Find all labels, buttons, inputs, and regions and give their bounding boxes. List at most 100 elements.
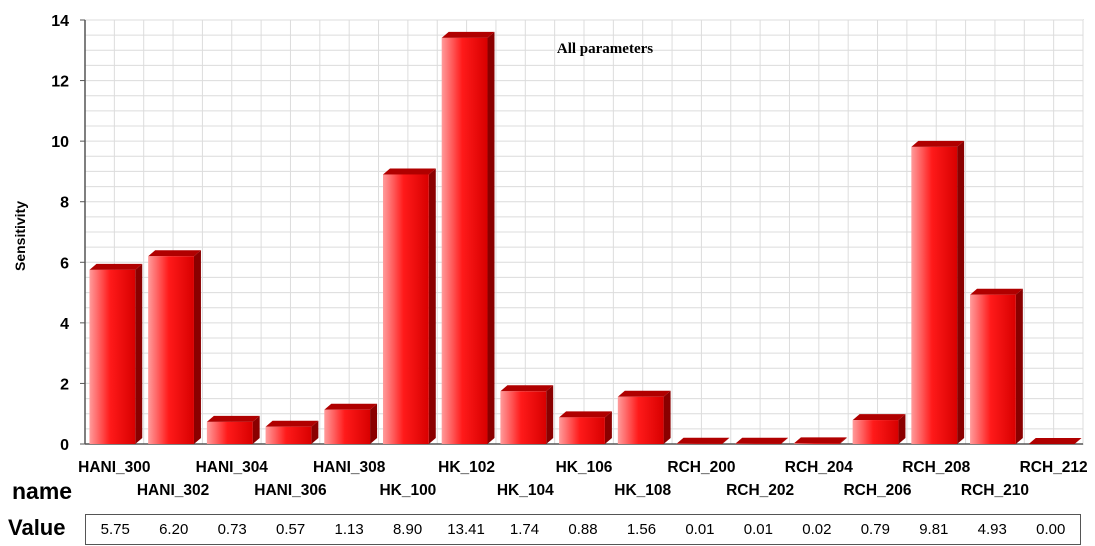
bar <box>1028 438 1082 444</box>
bar-side-face <box>781 437 789 444</box>
bar-front-face <box>265 426 312 444</box>
name-row-label: name <box>12 478 73 504</box>
value-cell: 1.74 <box>509 521 540 538</box>
bar-top-face <box>676 437 730 444</box>
chart-title: All parameters <box>557 41 653 57</box>
value-cell: 5.75 <box>100 521 130 538</box>
bar-top-face <box>970 288 1023 295</box>
bar-front-face <box>206 421 253 444</box>
x-tick-label: HK_102 <box>438 459 495 476</box>
bar-front-face <box>911 146 958 444</box>
y-axis-title: Sensitivity <box>12 201 28 271</box>
bar-side-face <box>193 250 201 444</box>
value-row-label: Value <box>8 515 66 540</box>
y-tick-label: 6 <box>60 255 69 272</box>
x-tick-label: HK_104 <box>497 482 554 499</box>
x-tick-label: RCH_208 <box>902 459 970 476</box>
bar <box>735 437 789 444</box>
bar-side-face <box>604 411 612 444</box>
x-tick-label: RCH_202 <box>726 482 794 499</box>
bar-side-face <box>1015 288 1023 444</box>
y-tick-label: 0 <box>60 437 69 454</box>
x-tick-label: HANI_302 <box>137 482 209 499</box>
value-cell: 1.56 <box>626 521 657 538</box>
bar <box>324 403 378 444</box>
bar-side-face <box>135 263 143 444</box>
bar <box>441 31 495 445</box>
value-cell: 13.41 <box>447 521 485 538</box>
bar-top-face <box>735 437 789 444</box>
x-tick-label: RCH_212 <box>1020 459 1088 476</box>
bar-top-face <box>441 31 495 38</box>
y-tick-label: 2 <box>60 376 69 393</box>
x-tick-label: RCH_200 <box>667 459 735 476</box>
value-cell: 0.01 <box>685 521 715 538</box>
value-cell: 0.73 <box>217 521 247 538</box>
bar <box>793 437 847 444</box>
bar-top-face <box>148 250 201 257</box>
bar-side-face <box>839 437 847 444</box>
value-cell: 0.57 <box>276 521 306 538</box>
bar <box>911 140 965 444</box>
value-cell: 0.00 <box>1036 521 1066 538</box>
bar-side-face <box>546 385 554 444</box>
value-cell: 1.13 <box>334 521 364 538</box>
bar-top-face <box>324 403 378 410</box>
bar-side-face <box>311 420 319 444</box>
bar-top-face <box>89 263 143 270</box>
bar-side-face <box>428 168 436 444</box>
bar-front-face <box>500 391 547 444</box>
bar <box>206 415 260 444</box>
y-tick-label: 14 <box>51 13 69 30</box>
value-cell: 9.81 <box>919 521 949 538</box>
value-cell: 0.01 <box>743 521 773 538</box>
bar-top-face <box>265 420 319 427</box>
bar-top-face <box>559 411 612 418</box>
x-tick-label: HK_106 <box>556 459 613 476</box>
value-table: 5.75 6.20 0.73 0.57 1.13 8.90 13.41 1.74 0.88 1.5… <box>85 514 1081 545</box>
x-tick-label: RCH_206 <box>843 482 911 499</box>
bar-front-face <box>852 420 899 444</box>
bar <box>382 168 436 444</box>
x-tick-label: HANI_306 <box>254 482 327 499</box>
bar-top-face <box>206 415 260 422</box>
bar-top-face <box>852 414 906 421</box>
value-cell: 0.88 <box>568 521 598 538</box>
y-tick-label: 12 <box>51 74 69 91</box>
bar-top-face <box>617 390 671 397</box>
y-tick-label: 10 <box>51 134 69 151</box>
bar-top-face <box>911 140 965 147</box>
bar <box>617 390 671 444</box>
value-cell: 8.90 <box>392 521 423 538</box>
value-cell: 0.02 <box>802 521 832 538</box>
bar-side-face <box>663 390 671 444</box>
bar-front-face <box>382 174 429 444</box>
x-tick-label: HANI_300 <box>78 459 150 476</box>
bar <box>89 263 143 444</box>
bar-side-face <box>957 140 965 444</box>
bar <box>852 414 906 444</box>
bar-top-face <box>1028 438 1082 444</box>
bar-front-face <box>559 417 605 444</box>
bar-front-face <box>148 256 194 444</box>
bar-side-face <box>252 415 260 444</box>
bar <box>970 288 1023 444</box>
x-tick-label: HK_108 <box>614 482 671 499</box>
bar-front-face <box>324 409 371 444</box>
bar-side-face <box>722 437 730 444</box>
bar <box>500 385 554 444</box>
bar-top-face <box>382 168 436 175</box>
value-cell: 0.79 <box>860 521 890 538</box>
bar-chart: 0 2 4 6 8 10 12 14 All parameters Sensitivity H… <box>12 13 1088 499</box>
bar-front-face <box>970 294 1016 444</box>
bar-front-face <box>441 37 488 445</box>
x-tick-label: RCH_210 <box>961 482 1029 499</box>
bar-side-face <box>898 414 906 444</box>
x-tick-label: RCH_204 <box>785 459 853 476</box>
bar <box>148 250 201 444</box>
bar <box>676 437 730 444</box>
y-tick-label: 4 <box>60 316 69 333</box>
x-tick-label: HANI_304 <box>196 459 269 476</box>
value-cell: 6.20 <box>159 521 189 538</box>
y-tick-label: 8 <box>60 195 69 212</box>
